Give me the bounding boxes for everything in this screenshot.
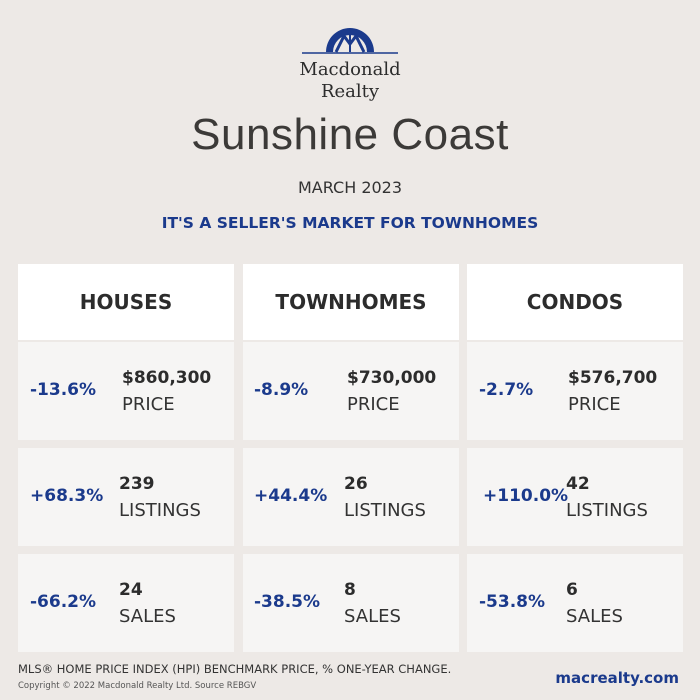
logo-wordmark: Macdonald Realty	[0, 59, 700, 103]
sales-card: -66.2% 24 SALES	[18, 554, 234, 652]
brand-logo: Macdonald Realty	[0, 24, 700, 103]
listings-value: 239	[119, 474, 155, 494]
listings-change: +68.3%	[30, 486, 104, 506]
sales-label: SALES	[566, 606, 623, 627]
column-heading: CONDOS	[467, 264, 683, 340]
sales-label: SALES	[344, 606, 401, 627]
footer-note: MLS® HOME PRICE INDEX (HPI) BENCHMARK PR…	[18, 662, 452, 676]
macdonald-realty-logo-icon	[302, 28, 398, 54]
sales-change: -38.5%	[254, 592, 321, 612]
website-link[interactable]: macrealty.com	[555, 669, 679, 687]
column-townhomes: TOWNHOMES -8.9% $730,000 PRICE +44.4% 26…	[243, 264, 459, 652]
sales-card: -53.8% 6 SALES	[467, 554, 683, 652]
sales-change: -53.8%	[479, 592, 546, 612]
market-headline: IT'S A SELLER'S MARKET FOR TOWNHOMES	[161, 214, 539, 232]
price-card: -8.9% $730,000 PRICE	[243, 342, 459, 440]
price-change: -8.9%	[254, 380, 309, 400]
sales-value: 24	[119, 580, 143, 600]
price-label: PRICE	[122, 394, 175, 415]
column-heading: TOWNHOMES	[243, 264, 459, 340]
price-value: $860,300	[122, 368, 212, 388]
column-houses: HOUSES -13.6% $860,300 PRICE +68.3% 239 …	[18, 264, 234, 652]
listings-label: LISTINGS	[566, 500, 648, 521]
price-value: $730,000	[347, 368, 437, 388]
price-change: -2.7%	[479, 380, 534, 400]
listings-card: +44.4% 26 LISTINGS	[243, 448, 459, 546]
column-heading: HOUSES	[18, 264, 234, 340]
listings-card: +68.3% 239 LISTINGS	[18, 448, 234, 546]
listings-change: +44.4%	[254, 486, 328, 506]
price-label: PRICE	[568, 394, 621, 415]
listings-card: +110.0% 42 LISTINGS	[467, 448, 683, 546]
logo-line-2: Realty	[320, 81, 380, 102]
listings-label: LISTINGS	[344, 500, 426, 521]
page-title: Sunshine Coast	[191, 110, 509, 159]
price-card: -2.7% $576,700 PRICE	[467, 342, 683, 440]
report-date: MARCH 2023	[297, 178, 403, 197]
price-value: $576,700	[568, 368, 658, 388]
footer-copyright: Copyright © 2022 Macdonald Realty Ltd. S…	[18, 681, 257, 691]
logo-line-1: Macdonald	[299, 59, 401, 80]
listings-value: 42	[566, 474, 590, 494]
sales-label: SALES	[119, 606, 176, 627]
sales-card: -38.5% 8 SALES	[243, 554, 459, 652]
price-label: PRICE	[347, 394, 400, 415]
price-change: -13.6%	[30, 380, 97, 400]
sales-value: 6	[566, 580, 578, 600]
listings-change: +110.0%	[483, 486, 569, 506]
listings-label: LISTINGS	[119, 500, 201, 521]
sales-change: -66.2%	[30, 592, 97, 612]
column-condos: CONDOS -2.7% $576,700 PRICE +110.0% 42 L…	[467, 264, 683, 652]
listings-value: 26	[344, 474, 368, 494]
sales-value: 8	[344, 580, 356, 600]
price-card: -13.6% $860,300 PRICE	[18, 342, 234, 440]
